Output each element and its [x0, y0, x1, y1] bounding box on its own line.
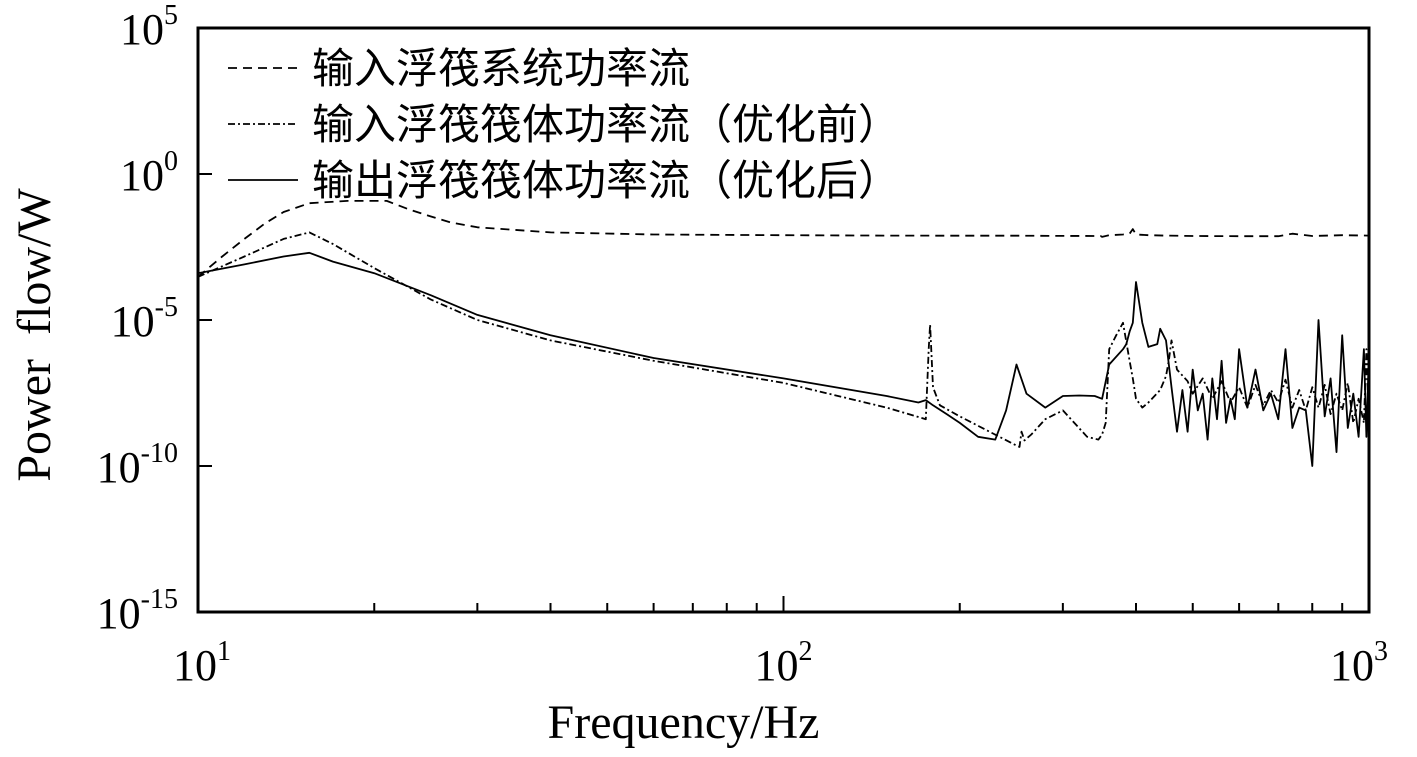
series-lines [197, 200, 1370, 467]
y-tick-label: 10-10 [97, 438, 178, 492]
y-tick-label: 105 [120, 0, 178, 54]
y-tick-label: 100 [120, 146, 178, 200]
series-line-2 [197, 251, 1370, 467]
x-axis-label: Frequency/Hz [548, 696, 820, 749]
y-tick-label: 10-15 [97, 584, 178, 638]
legend-label-0: 输入浮筏系统功率流 [312, 44, 690, 93]
x-tick-label: 101 [173, 636, 231, 690]
axes: 101 102 103 105 100 10-5 10-10 10-15 Frequency/H… [8, 0, 1388, 749]
x-tick-label: 103 [1330, 636, 1388, 690]
legend-label-2: 输出浮筏筏体功率流（优化后） [312, 156, 900, 205]
x-tick-label: 102 [755, 636, 813, 690]
y-axis-label: Power flow/W [8, 188, 61, 482]
series-line-1 [197, 231, 1370, 448]
series-line-0 [197, 200, 1370, 278]
y-tick-label: 10-5 [111, 292, 178, 346]
legend-label-1: 输入浮筏筏体功率流（优化前） [312, 100, 900, 149]
